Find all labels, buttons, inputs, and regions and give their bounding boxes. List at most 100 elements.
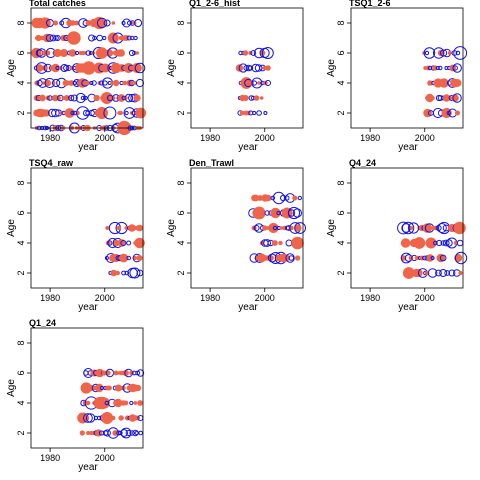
- bubble-negative: [129, 400, 134, 406]
- bubble-positive: [264, 194, 272, 202]
- y-tick-label: 4: [336, 80, 346, 85]
- bubble-negative: [124, 93, 134, 103]
- bubble-negative: [438, 65, 443, 71]
- bubble-negative: [85, 50, 92, 56]
- bubble-negative: [51, 108, 60, 118]
- bubble-positive: [136, 255, 143, 262]
- bubble-negative: [63, 64, 70, 72]
- panel-6: Q4_24 1980 2000 2 4 6 8 year Age: [326, 158, 468, 313]
- bubble-positive: [400, 238, 411, 248]
- bubble-positive: [100, 92, 113, 105]
- bubble-negative: [430, 256, 435, 260]
- bubble-positive: [115, 270, 121, 276]
- panel-title: TSQ1_2-6: [349, 0, 391, 8]
- bubble-negative: [122, 18, 132, 28]
- bubble-positive: [447, 50, 452, 55]
- bubbles: [397, 221, 468, 279]
- bubble-negative: [138, 430, 143, 436]
- x-tick-label: 1980: [40, 453, 60, 463]
- bubble-negative: [49, 34, 57, 42]
- y-tick-label: 8: [16, 340, 26, 345]
- y-tick-label: 2: [336, 110, 346, 115]
- bubble-negative: [126, 240, 132, 246]
- bubble-positive: [117, 49, 125, 57]
- panel-title: Q4_24: [349, 158, 376, 168]
- bubble-negative: [134, 19, 143, 27]
- bubble-negative: [250, 50, 257, 56]
- bubble-negative: [120, 429, 128, 437]
- bubble-negative: [254, 64, 263, 72]
- bubble-positive: [134, 384, 142, 392]
- bubble-negative: [453, 46, 468, 60]
- bubble-positive: [85, 400, 91, 406]
- bubble-positive: [43, 109, 51, 117]
- x-tick-label: 1980: [360, 293, 380, 303]
- bubble-negative: [96, 415, 102, 421]
- bubble-negative: [264, 210, 270, 216]
- bubble-positive: [134, 237, 145, 249]
- y-tick-label: 6: [16, 370, 26, 375]
- bubble-negative: [68, 94, 75, 102]
- bubble-negative: [103, 19, 111, 27]
- y-tick-label: 2: [176, 270, 186, 275]
- y-tick-label: 2: [176, 110, 186, 115]
- y-tick-label: 4: [16, 400, 26, 405]
- bubble-positive: [242, 50, 249, 56]
- y-tick-label: 4: [336, 240, 346, 245]
- x-axis-label: year: [398, 142, 418, 153]
- y-tick-label: 2: [16, 110, 26, 115]
- bubble-negative: [440, 49, 448, 57]
- bubble-positive: [112, 430, 119, 436]
- panel-title: Den_Trawl: [189, 158, 234, 168]
- bubble-negative: [455, 50, 461, 56]
- y-tick-label: 6: [176, 210, 186, 215]
- bubble-negative: [256, 110, 262, 116]
- bubble-negative: [238, 63, 248, 73]
- bubble-negative: [288, 255, 295, 261]
- bubble-positive: [53, 20, 59, 26]
- panel-title: TSQ4_raw: [29, 158, 74, 168]
- bubble-positive: [82, 414, 90, 422]
- bubble-negative: [263, 239, 272, 247]
- y-axis-label: Age: [166, 59, 177, 77]
- bubble-positive: [118, 110, 124, 116]
- bubble-negative: [435, 66, 440, 70]
- bubble-positive: [116, 225, 122, 231]
- bubble-positive: [291, 236, 304, 250]
- bubble-negative: [448, 269, 456, 277]
- bubble-negative: [436, 223, 447, 233]
- bubble-positive: [442, 80, 449, 87]
- bubble-positive: [79, 430, 85, 436]
- bubble-negative: [251, 77, 263, 89]
- bubble-positive: [74, 35, 80, 41]
- bubble-negative: [128, 49, 136, 57]
- bubbles: [422, 46, 468, 119]
- plot-frame: [30, 167, 144, 289]
- bubble-negative: [423, 47, 436, 59]
- bubble-negative: [136, 369, 145, 377]
- bubble-negative: [102, 80, 108, 86]
- bubble-negative: [287, 206, 301, 220]
- y-tick-label: 6: [176, 50, 186, 55]
- bubble-negative: [284, 195, 290, 201]
- bubble-positive: [259, 96, 264, 100]
- x-tick-label: 1980: [40, 293, 60, 303]
- x-tick-label: 1980: [200, 293, 220, 303]
- bubble-positive: [123, 400, 129, 406]
- panel-4: TSQ4_raw 1980 2000 2 4 6 8 year Age: [6, 158, 145, 313]
- bubble-negative: [83, 413, 93, 423]
- bubble-negative: [297, 195, 302, 201]
- y-tick-label: 6: [16, 50, 26, 55]
- y-axis-label: Age: [166, 219, 177, 237]
- bubble-negative: [60, 64, 69, 72]
- bubbles: [77, 368, 145, 439]
- bubble-positive: [107, 385, 112, 391]
- bubble-negative: [285, 253, 295, 263]
- bubble-negative: [80, 95, 86, 101]
- y-tick-label: 8: [16, 180, 26, 185]
- bubble-positive: [430, 96, 435, 100]
- bubble-positive: [427, 80, 433, 86]
- bubble-positive: [453, 241, 458, 245]
- y-axis-label: Age: [326, 59, 337, 77]
- bubble-positive: [426, 254, 434, 262]
